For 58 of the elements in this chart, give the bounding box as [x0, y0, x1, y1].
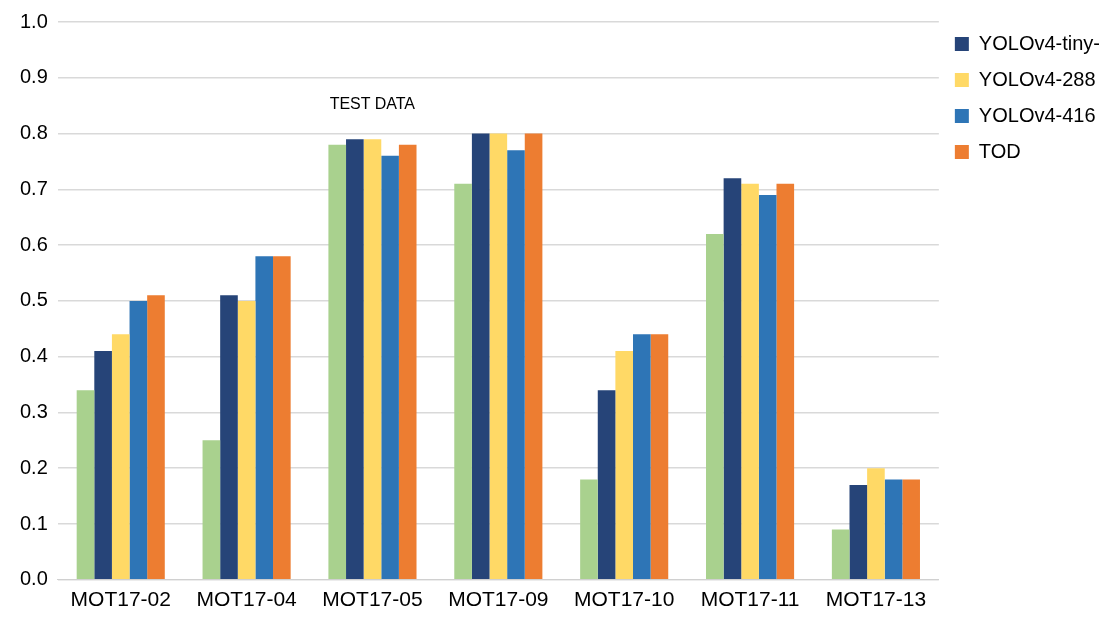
y-tick-label: 0.1	[19, 511, 48, 534]
bar	[202, 440, 221, 580]
bar	[220, 295, 238, 580]
bar	[454, 183, 472, 580]
legend-label: YOLOv4-416	[978, 103, 1096, 126]
legend-label: YOLOv4-288	[978, 67, 1096, 90]
bar	[633, 334, 651, 580]
bar	[758, 194, 777, 580]
bar	[363, 139, 382, 580]
bar	[884, 479, 903, 580]
y-tick-label: 0.8	[19, 121, 48, 144]
x-tick-label: MOT17-13	[825, 587, 927, 611]
x-tick-label: MOT17-09	[448, 587, 549, 611]
legend-label: TOD	[978, 139, 1021, 162]
bar	[597, 390, 616, 580]
y-tick-label: 0.3	[19, 399, 48, 422]
bar	[111, 334, 130, 580]
bar	[507, 150, 525, 580]
bar	[381, 155, 399, 580]
bar	[706, 233, 724, 580]
bar	[328, 144, 347, 580]
bar	[741, 183, 759, 580]
bar	[489, 133, 508, 580]
bar	[255, 256, 274, 580]
bar	[524, 133, 543, 580]
y-tick-label: 0.9	[19, 65, 48, 88]
bar	[129, 300, 148, 580]
bar	[650, 334, 669, 580]
x-tick-label: MOT17-11	[700, 587, 800, 611]
x-tick-label: MOT17-04	[196, 587, 298, 611]
y-tick-label: 0.5	[19, 288, 48, 311]
y-tick-label: 0.2	[19, 455, 48, 478]
bar	[723, 178, 742, 580]
x-tick-label: MOT17-10	[574, 587, 675, 611]
bar	[94, 351, 112, 580]
bar	[831, 529, 850, 580]
bar	[147, 295, 165, 580]
x-tick-label: MOT17-05	[322, 587, 423, 611]
bar	[580, 479, 598, 580]
y-tick-label: 0.7	[19, 176, 48, 199]
bar	[471, 133, 490, 580]
bar	[615, 351, 634, 580]
annotation: TEST DATA	[329, 94, 416, 112]
bar	[237, 300, 256, 580]
y-tick-label: 0.4	[19, 344, 48, 367]
bar	[346, 139, 364, 580]
bar	[398, 144, 417, 580]
y-tick-label: 0.6	[19, 232, 48, 255]
legend-label: YOLOv4-tiny-	[978, 31, 1101, 54]
bar	[867, 468, 885, 580]
y-tick-label: 0.0	[19, 567, 48, 590]
bar	[273, 256, 291, 580]
bar	[76, 390, 95, 580]
bar	[849, 484, 868, 580]
x-tick-label: MOT17-02	[70, 587, 171, 611]
bar	[776, 183, 795, 580]
y-tick-label: 1.0	[19, 9, 48, 32]
bar	[902, 479, 920, 580]
